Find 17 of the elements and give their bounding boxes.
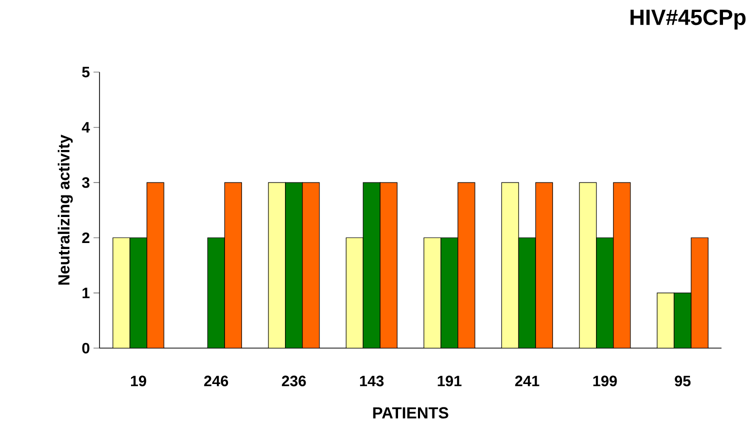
x-tick-label: 199: [593, 376, 617, 386]
y-tick-label: 3: [82, 177, 90, 188]
y-axis-title: Neutralizing activity: [58, 134, 73, 285]
y-tick-label: 2: [82, 232, 90, 243]
y-tick-label: 5: [82, 66, 90, 78]
x-axis-title: PATIENTS: [373, 407, 448, 419]
y-tick-label: 1: [82, 288, 90, 298]
x-tick-label: 19: [130, 376, 146, 386]
x-tick-label: 236: [282, 376, 306, 386]
x-tick-label: 191: [438, 376, 462, 386]
y-tick-label: 0: [82, 342, 90, 354]
y-tick-label: 4: [82, 122, 90, 132]
chart-title: HIV#45CPp: [630, 10, 746, 30]
x-tick-label: 246: [204, 376, 228, 386]
x-tick-label: 143: [360, 376, 384, 386]
x-tick-label: 95: [674, 376, 691, 386]
x-tick-label: 241: [515, 376, 540, 386]
